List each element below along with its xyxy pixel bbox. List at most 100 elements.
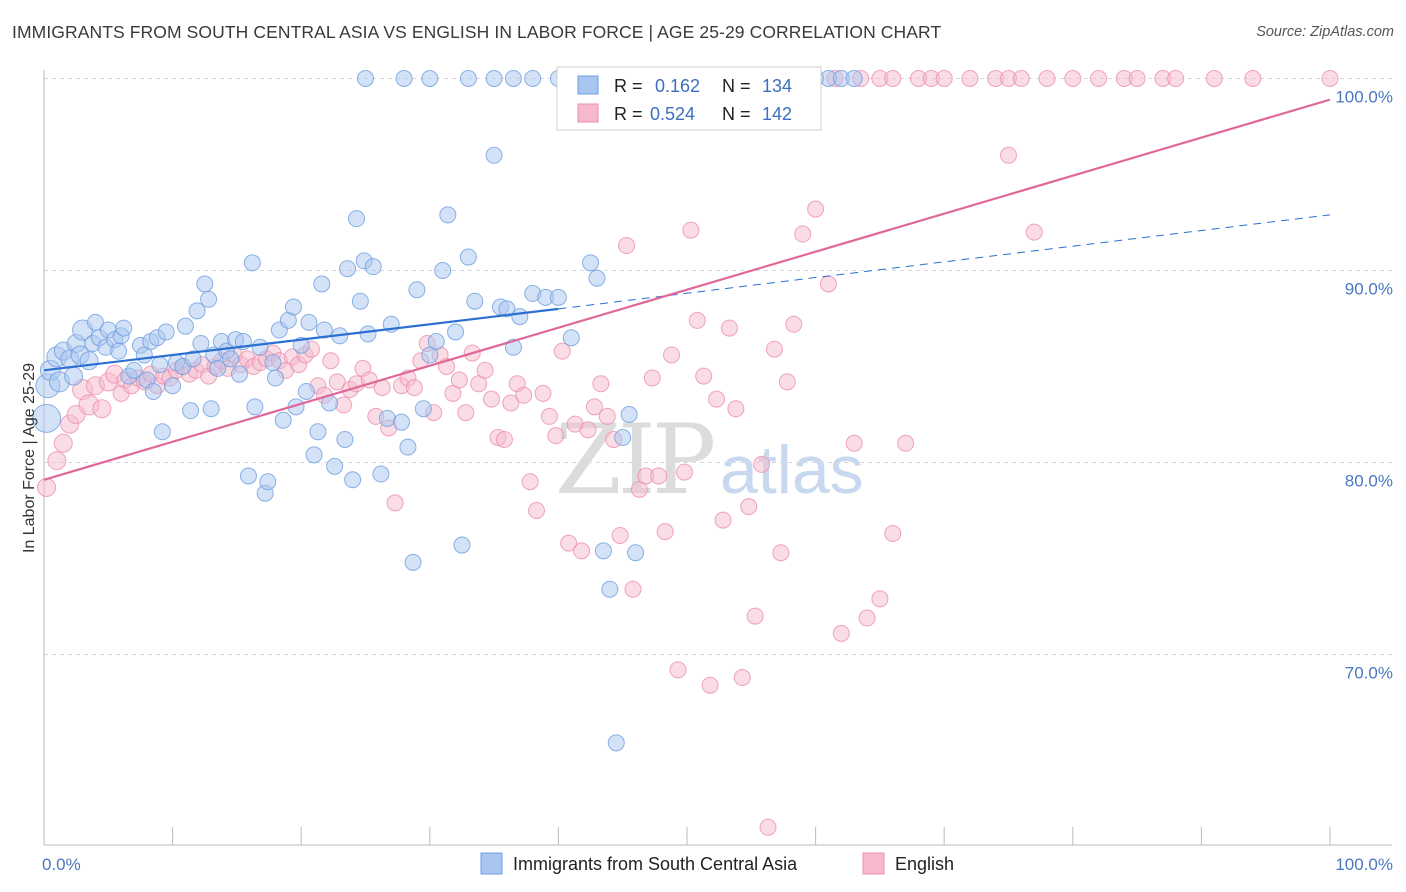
data-point-blue (485, 70, 503, 87)
data-point-blue (292, 336, 310, 354)
watermark: ZIP atlas (555, 404, 864, 516)
data-point-blue (64, 366, 84, 386)
data-point-blue (153, 423, 171, 441)
data-point-blue (274, 411, 292, 429)
data-point-blue (115, 319, 133, 337)
legend-n-label-blue: N = (722, 76, 751, 96)
data-point-blue (157, 323, 175, 341)
data-point-blue (200, 290, 218, 308)
data-point-pink (753, 455, 771, 473)
data-point-blue (259, 473, 277, 491)
data-point-pink (579, 421, 597, 439)
data-point-pink (759, 818, 777, 836)
data-point-pink (515, 386, 533, 404)
data-point-pink (450, 371, 468, 389)
data-point-pink (733, 669, 751, 687)
data-point-pink (476, 361, 494, 379)
data-point-blue (466, 292, 484, 310)
legend-r-label-pink: R = (614, 104, 643, 124)
data-point-pink (1167, 70, 1185, 87)
data-point-blue (594, 542, 612, 560)
data-point-pink (778, 373, 796, 391)
data-point-blue (845, 70, 863, 87)
data-point-blue (243, 254, 261, 272)
data-point-pink (328, 373, 346, 391)
legend-r-value-blue: 0.162 (655, 76, 700, 96)
data-point-pink (794, 225, 812, 243)
data-point-blue (196, 275, 214, 293)
data-point-blue (230, 365, 248, 383)
data-point-pink (1244, 70, 1262, 87)
bottom-legend-swatch-blue (480, 852, 503, 875)
data-point-pink (897, 434, 915, 452)
data-point-pink (675, 463, 693, 481)
y-tick-label: 100.0% (1335, 88, 1393, 107)
data-point-pink (37, 477, 57, 497)
data-point-blue (453, 536, 471, 554)
data-point-pink (1128, 70, 1146, 87)
data-point-pink (528, 502, 546, 519)
data-point-blue (239, 467, 257, 485)
data-point-blue (357, 70, 374, 87)
south-central-asia-points (32, 70, 863, 752)
data-point-blue (588, 269, 606, 287)
data-point-blue (284, 298, 302, 316)
data-point-blue (427, 333, 445, 351)
data-point-blue (434, 262, 452, 279)
data-point-pink (785, 315, 803, 333)
data-point-pink (521, 473, 539, 491)
data-point-pink (935, 70, 953, 87)
data-point-blue (408, 281, 426, 299)
data-point-pink (701, 676, 719, 694)
data-point-pink (807, 200, 825, 218)
legend-swatch-blue (577, 75, 599, 95)
data-point-pink (1090, 70, 1108, 87)
data-point-blue (209, 359, 227, 377)
bottom-legend-label-pink: English (895, 854, 954, 874)
data-point-pink (1000, 146, 1017, 164)
data-point-blue (336, 430, 354, 448)
data-point-blue (338, 260, 356, 278)
data-point-blue (110, 342, 128, 360)
data-point-blue (264, 354, 282, 372)
data-point-pink (858, 609, 876, 627)
data-point-pink (1025, 223, 1043, 241)
data-point-blue (202, 400, 220, 418)
data-point-pink (322, 352, 340, 370)
data-point-pink (335, 396, 353, 414)
data-point-blue (378, 409, 396, 427)
legend-r-label-blue: R = (614, 76, 643, 96)
data-point-blue (347, 210, 365, 228)
data-point-blue (399, 438, 417, 456)
data-point-pink (611, 526, 629, 544)
data-point-blue (614, 429, 632, 447)
data-point-pink (92, 399, 112, 419)
data-point-pink (540, 407, 558, 425)
legend-n-label-pink: N = (722, 104, 751, 124)
data-point-pink (560, 534, 578, 552)
data-point-pink (695, 367, 713, 385)
data-point-pink (1012, 70, 1030, 87)
data-point-blue (393, 413, 411, 431)
data-point-pink (714, 511, 732, 529)
data-point-pink (624, 580, 642, 598)
data-point-blue (364, 258, 382, 276)
legend-r-value-pink: 0.524 (650, 104, 695, 124)
data-point-pink (386, 494, 404, 512)
data-point-pink (643, 369, 661, 387)
data-point-pink (765, 340, 783, 358)
data-point-blue (151, 356, 169, 374)
data-point-pink (1205, 70, 1223, 87)
data-point-pink (772, 544, 790, 562)
data-point-blue (404, 553, 422, 571)
y-tick-label: 90.0% (1345, 280, 1393, 299)
data-point-blue (221, 350, 239, 368)
data-point-pink (457, 404, 475, 422)
data-point-blue (498, 300, 516, 318)
x-tick-label: 0.0% (42, 855, 81, 874)
data-point-blue (620, 406, 638, 423)
data-point-pink (845, 434, 863, 452)
y-axis-label: In Labor Force | Age 25-29 (21, 363, 38, 553)
data-point-blue (344, 471, 362, 489)
data-point-blue (246, 398, 264, 416)
